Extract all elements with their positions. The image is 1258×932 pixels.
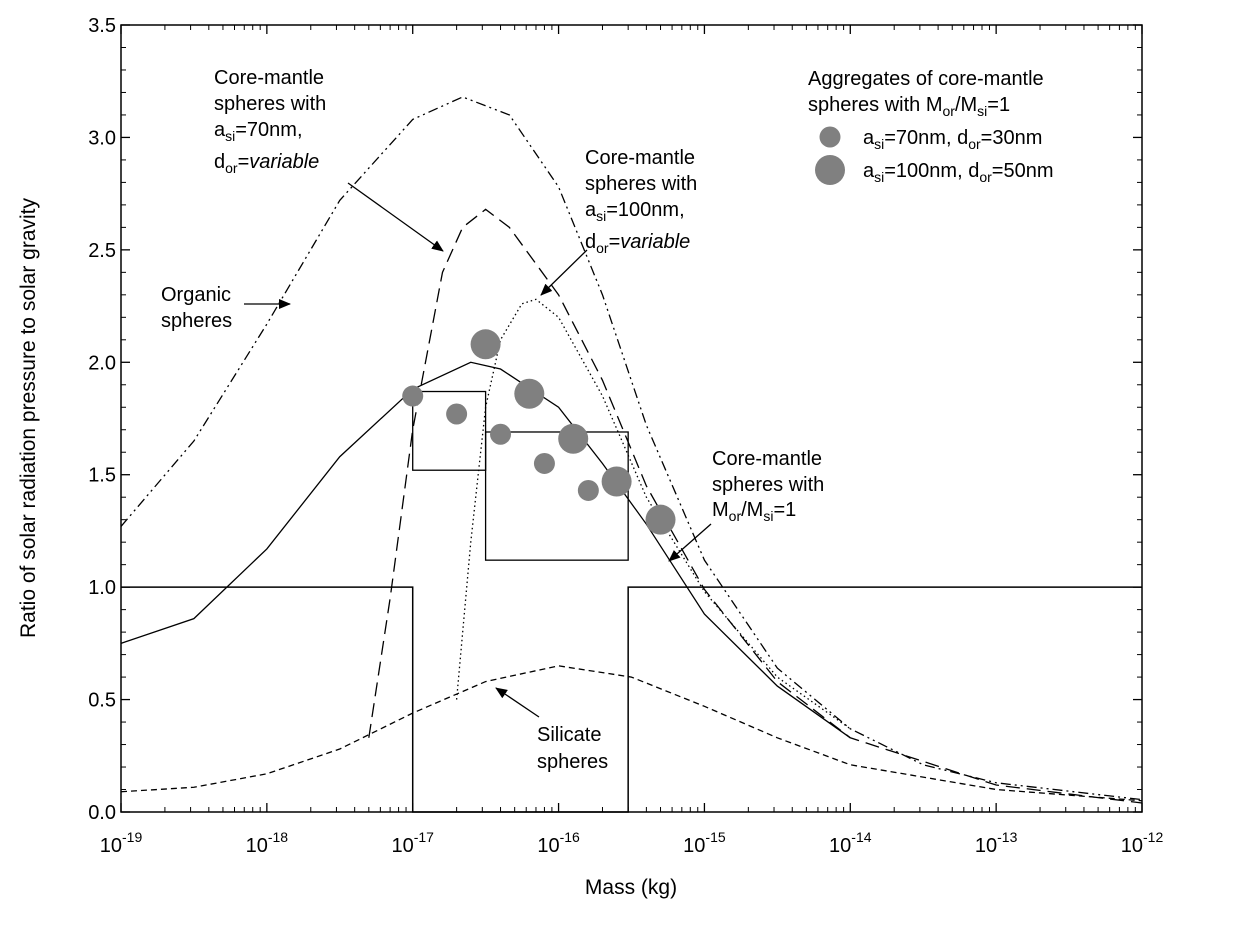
annotation-organic-line2: spheres xyxy=(161,310,232,332)
range-box-2 xyxy=(484,431,629,561)
annotation-cm70-line1: Core-mantle xyxy=(214,67,324,89)
scatter-point-agg70-1 xyxy=(402,385,424,407)
annotation-cm1-line2: spheres with xyxy=(712,474,824,496)
scatter-point-agg100-3 xyxy=(558,423,589,454)
x-tick-label: 10-17 xyxy=(391,829,434,857)
ticklabel-layer: 10-19 10-18 10-17 10-16 10-15 10-14 10-13 10-12… xyxy=(88,15,1163,857)
scatter-point-agg70-2 xyxy=(446,403,468,425)
scatter-point-agg100-4 xyxy=(601,466,632,497)
annotation-silicate-line2: spheres xyxy=(537,751,608,773)
x-axis-title: Mass (kg) xyxy=(585,876,677,899)
y-axis-title: Ratio of solar radiation pressure to sol… xyxy=(17,197,40,638)
arrow-cm100 xyxy=(540,249,588,296)
x-tick-label: 10-15 xyxy=(683,829,726,857)
y-tick-label: 3.0 xyxy=(88,127,116,149)
arrow-cm70 xyxy=(347,182,444,252)
x-tick-label: 10-19 xyxy=(100,829,143,857)
legend-title-line1: Aggregates of core-mantle xyxy=(808,68,1044,90)
annotation-cm1-line3: Mor/Msi=1 xyxy=(712,499,796,524)
arrow-silicate xyxy=(495,687,540,718)
annotation-organic-line1: Organic xyxy=(161,284,231,306)
tick-layer xyxy=(120,24,1143,813)
scatter-point-agg70-3 xyxy=(490,423,512,445)
scatter-layer xyxy=(402,329,676,535)
series-organic xyxy=(120,96,1143,801)
scatter-point-agg100-1 xyxy=(470,329,501,360)
scatter-point-agg70-5 xyxy=(577,479,599,501)
y-tick-label: 0.0 xyxy=(88,802,116,824)
series-core-mantle-100 xyxy=(455,298,851,730)
annotation-arrows xyxy=(244,182,712,718)
legend-marker-small xyxy=(819,126,841,148)
x-tick-label: 10-18 xyxy=(246,829,289,857)
annotation-cm100-line3: asi=100nm, xyxy=(585,199,685,224)
legend-marker-large xyxy=(815,155,845,185)
series-step-boundary xyxy=(121,586,1142,813)
legend-entry-2: asi=100nm, dor=50nm xyxy=(863,160,1054,185)
range-box-1 xyxy=(412,390,487,471)
annotation-silicate-line1: Silicate xyxy=(537,724,601,746)
series-silicate xyxy=(120,665,1143,802)
annotation-cm70-line4: dor=variable xyxy=(214,151,319,176)
legend-entry-1: asi=70nm, dor=30nm xyxy=(863,127,1042,152)
plot-frame xyxy=(120,24,1143,813)
y-tick-label: 0.5 xyxy=(88,690,116,712)
x-tick-label: 10-13 xyxy=(975,829,1018,857)
annotation-core-mantle-ratio: Core-mantle spheres with Mor/Msi=1 xyxy=(712,448,824,524)
legend: Aggregates of core-mantle spheres with M… xyxy=(808,68,1054,185)
annotation-cm100-line1: Core-mantle xyxy=(585,147,695,169)
y-tick-label: 1.0 xyxy=(88,577,116,599)
legend-title-line2: spheres with Mor/Msi=1 xyxy=(808,94,1010,119)
annotation-core-mantle-100: Core-mantle spheres with asi=100nm, dor=… xyxy=(585,147,697,256)
scatter-point-agg70-4 xyxy=(533,452,555,474)
scatter-point-agg100-5 xyxy=(645,504,676,535)
annotation-organic: Organic spheres xyxy=(161,284,232,332)
annotation-cm70-line3: asi=70nm, xyxy=(214,119,303,144)
annotation-cm100-line4: dor=variable xyxy=(585,231,690,256)
series-core-mantle-70 xyxy=(368,208,1143,804)
series-core-mantle-mormsi1 xyxy=(120,361,851,739)
annotation-cm70-line2: spheres with xyxy=(214,93,326,115)
arrow-cm1 xyxy=(668,523,712,562)
scatter-point-agg100-2 xyxy=(514,378,545,409)
y-tick-label: 2.5 xyxy=(88,240,116,262)
y-tick-label: 3.5 xyxy=(88,15,116,37)
box-layer xyxy=(412,390,629,561)
annotation-silicate: Silicate spheres xyxy=(537,724,608,773)
y-tick-label: 2.0 xyxy=(88,352,116,374)
x-tick-label: 10-12 xyxy=(1121,829,1164,857)
annotation-cm1-line1: Core-mantle xyxy=(712,448,822,470)
annotation-cm100-line2: spheres with xyxy=(585,173,697,195)
x-tick-label: 10-16 xyxy=(537,829,580,857)
annotation-core-mantle-70: Core-mantle spheres with asi=70nm, dor=v… xyxy=(214,67,326,176)
y-tick-label: 1.5 xyxy=(88,465,116,487)
x-tick-label: 10-14 xyxy=(829,829,872,857)
